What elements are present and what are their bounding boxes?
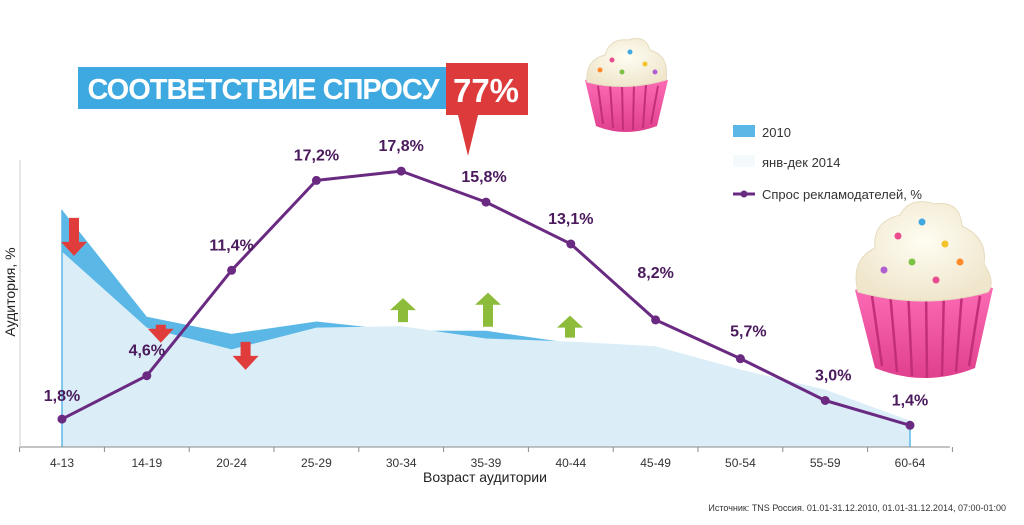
cupcake-large-wrapper-ridges — [870, 287, 982, 379]
demand-point — [311, 175, 321, 185]
legend-label-2010: 2010 — [762, 125, 791, 140]
x-tick-label: 4-13 — [50, 456, 74, 470]
arrow-down — [232, 341, 259, 370]
cupcake-small-wrapper — [585, 75, 668, 132]
data-label: 4,6% — [129, 343, 165, 360]
arrow-down — [147, 324, 174, 343]
x-tick-label: 55-59 — [810, 456, 841, 470]
sprinkle — [642, 61, 648, 67]
x-tick-label: 20-24 — [216, 456, 247, 470]
demand-point — [396, 166, 406, 176]
data-label: 5,7% — [730, 324, 766, 341]
sprinkle — [609, 57, 615, 63]
area-2014 — [62, 251, 910, 447]
legend-label-demand: Спрос рекламодателей, % — [762, 187, 922, 202]
x-tick-labels: 4-13 14-19 20-24 25-29 30-34 35-39 40-44 45-49 5… — [19, 447, 953, 470]
data-label: 13,1% — [548, 211, 593, 228]
demand-point — [566, 239, 576, 249]
data-label: 1,4% — [892, 392, 928, 409]
data-label: 3,0% — [815, 368, 851, 385]
sprinkle — [894, 232, 902, 240]
sprinkle — [619, 69, 625, 75]
legend-label-2014: янв-дек 2014 — [762, 155, 841, 170]
demand-point — [142, 371, 152, 381]
x-tick-label: 50-54 — [725, 456, 756, 470]
x-tick-label: 60-64 — [895, 456, 926, 470]
arrow-up — [557, 315, 583, 338]
cupcake-large-image — [855, 201, 993, 379]
demand-point — [227, 265, 237, 275]
sprinkle — [941, 240, 949, 248]
source-note: Источник: TNS Россия. 01.01-31.12.2010, … — [708, 503, 1006, 513]
cupcake-small-image — [585, 37, 668, 132]
sprinkle — [956, 258, 964, 266]
banner-blue-bar — [78, 67, 448, 109]
sprinkle — [908, 258, 916, 266]
x-tick-label: 40-44 — [555, 456, 586, 470]
banner-title: СООТВЕТСТВИЕ СПРОСУ — [87, 74, 440, 106]
x-axis — [19, 160, 950, 448]
sprinkle — [652, 69, 658, 75]
demand-point — [735, 354, 745, 364]
legend: 2010 янв-дек 2014 Спрос рекламодателей, … — [733, 125, 922, 202]
y-axis-title: Аудитория, % — [2, 247, 18, 336]
data-label: 11,4% — [209, 237, 253, 254]
x-tick-label: 25-29 — [301, 456, 332, 470]
sprinkle — [597, 67, 603, 73]
change-arrows — [61, 217, 583, 370]
data-labels: 1,8% 4,6% 11,4% 17,2% 17,8% 15,8% 13,1% 8,2% 5,7… — [44, 138, 928, 409]
sprinkle — [880, 266, 888, 274]
sprinkle — [627, 49, 633, 55]
sprinkle — [918, 218, 926, 226]
arrow-up — [475, 292, 501, 327]
x-tick-label: 35-39 — [471, 456, 502, 470]
data-label: 17,2% — [294, 147, 339, 164]
data-label: 17,8% — [379, 138, 424, 155]
data-label: 15,8% — [461, 169, 506, 186]
cupcake-small-wrapper-ridges — [597, 82, 659, 131]
cupcake-small-frosting — [586, 37, 668, 87]
area-series — [61, 209, 911, 447]
arrow-up — [390, 298, 416, 323]
demand-point — [481, 197, 491, 207]
data-label: 8,2% — [637, 265, 673, 282]
legend-swatch-demand-dot — [740, 190, 748, 198]
x-tick-label: 30-34 — [386, 456, 417, 470]
legend-swatch-2010 — [733, 125, 755, 137]
sprinkle — [932, 276, 940, 284]
arrow-down — [61, 217, 87, 256]
banner: СООТВЕТСТВИЕ СПРОСУ 77% — [78, 63, 528, 156]
demand-point — [905, 420, 915, 430]
banner-percent: 77% — [453, 72, 519, 109]
demand-point — [820, 396, 830, 405]
x-tick-label: 45-49 — [640, 456, 671, 470]
demand-point — [57, 414, 67, 424]
legend-swatch-2014 — [733, 155, 755, 167]
banner-red-callout — [446, 63, 528, 156]
x-tick-label: 14-19 — [131, 456, 162, 470]
data-label: 1,8% — [44, 388, 80, 405]
x-axis-title: Возраст аудитории — [423, 469, 547, 485]
demand-point — [651, 315, 661, 325]
demand-line-series — [57, 166, 915, 430]
cupcake-large-frosting — [855, 201, 992, 302]
